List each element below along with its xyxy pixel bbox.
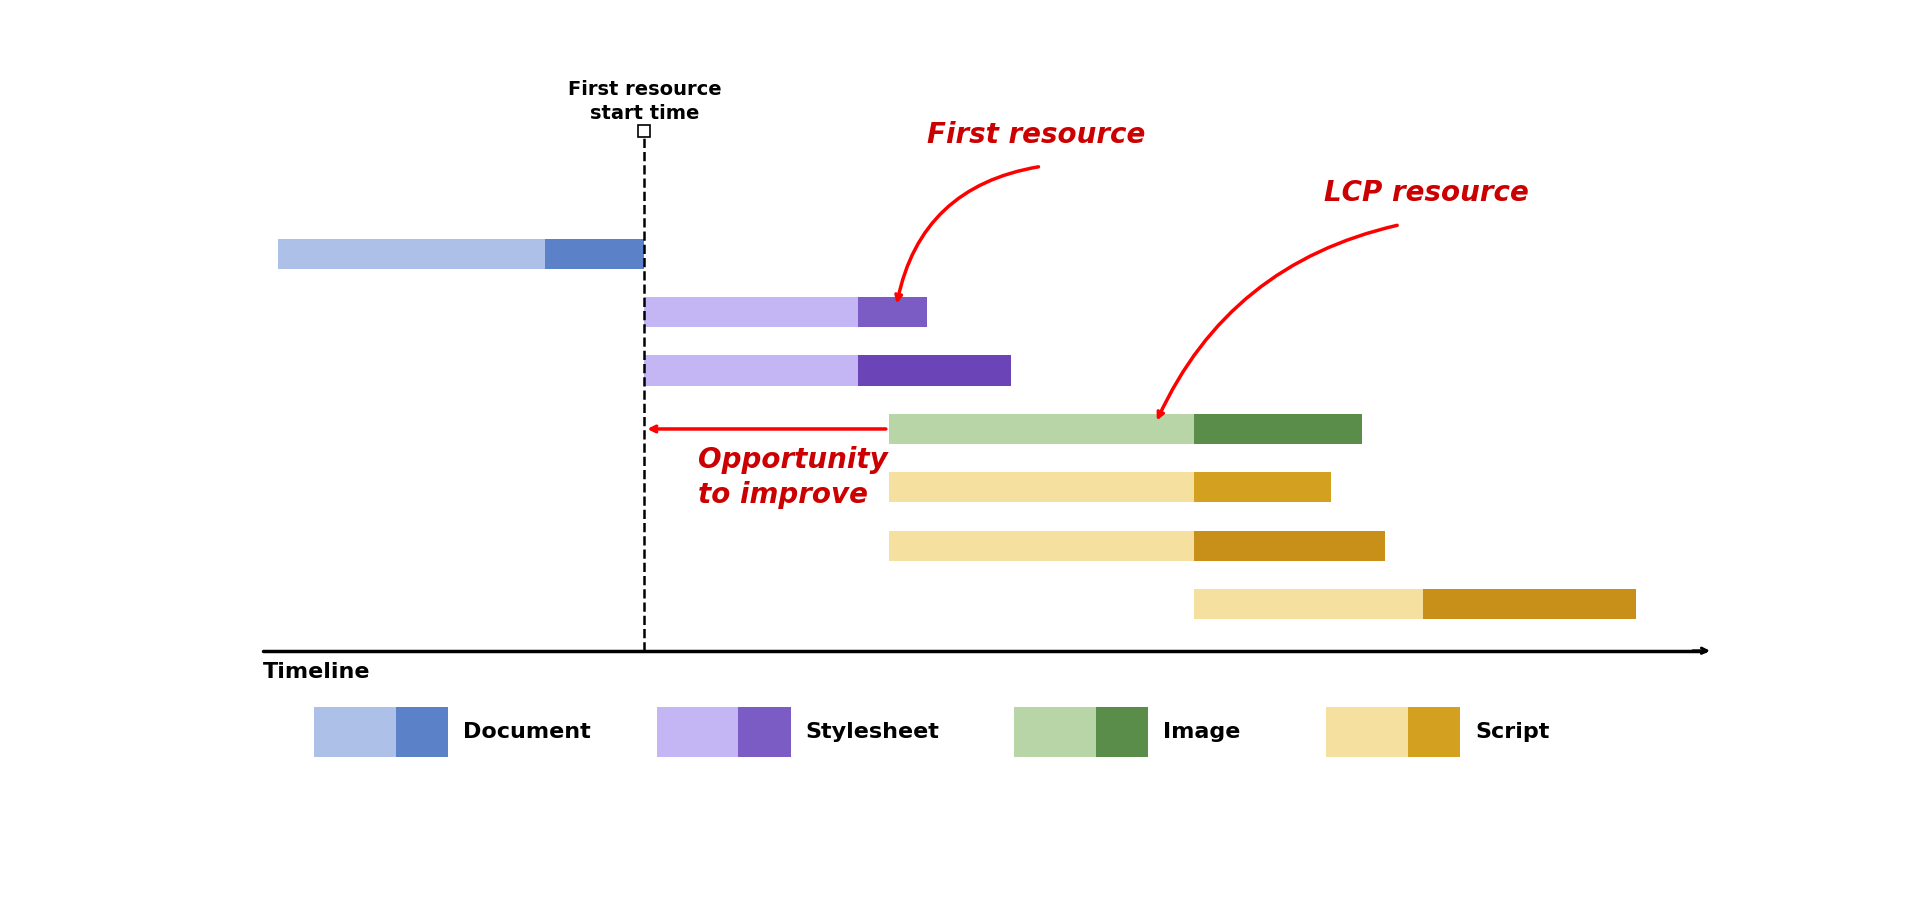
Bar	[889, 472, 1194, 502]
Bar	[1096, 706, 1148, 757]
Text: LCP resource: LCP resource	[1323, 179, 1528, 207]
Bar	[1327, 706, 1407, 757]
Bar	[545, 238, 645, 269]
Bar	[645, 356, 858, 386]
Bar	[1194, 589, 1423, 619]
Text: Stylesheet: Stylesheet	[806, 722, 939, 742]
Bar	[1194, 472, 1331, 502]
Bar	[645, 297, 858, 328]
Bar	[889, 530, 1194, 561]
Bar	[739, 706, 791, 757]
Text: Image: Image	[1162, 722, 1240, 742]
Bar	[278, 238, 545, 269]
Bar	[315, 706, 396, 757]
Bar	[1014, 706, 1096, 757]
Bar	[657, 706, 739, 757]
Bar	[1407, 706, 1461, 757]
Bar	[1423, 589, 1636, 619]
Text: First resource: First resource	[927, 121, 1144, 148]
Bar	[889, 414, 1194, 444]
Bar	[858, 297, 927, 328]
Bar	[858, 356, 1010, 386]
Bar	[1194, 414, 1361, 444]
Text: Document: Document	[463, 722, 591, 742]
Bar	[1194, 530, 1384, 561]
Text: Opportunity
to improve: Opportunity to improve	[697, 446, 887, 509]
Bar	[396, 706, 447, 757]
Text: First resource
start time: First resource start time	[568, 80, 722, 122]
Text: Timeline: Timeline	[263, 662, 371, 682]
Text: Script: Script	[1475, 722, 1549, 742]
